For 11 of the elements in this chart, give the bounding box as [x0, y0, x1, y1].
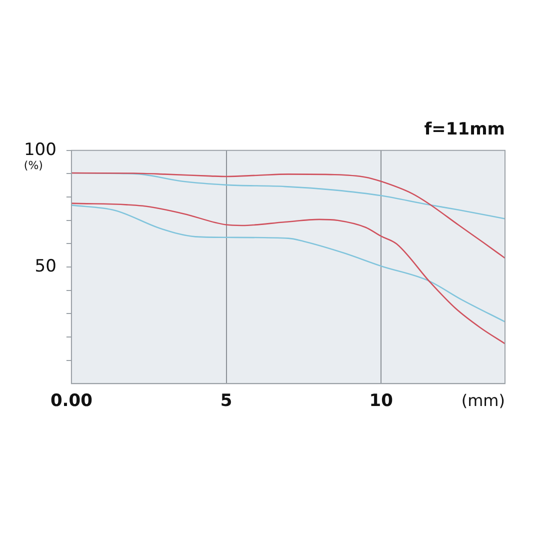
chart-title: f=11mm [424, 120, 505, 140]
line-series [71, 202, 505, 344]
x-tick-label: 0.00 [50, 391, 93, 412]
y-tick-label: 50 [34, 256, 56, 276]
x-tick-label: 5 [220, 391, 232, 412]
y-tick-label: 100 [24, 140, 56, 160]
y-axis-title: (%) [24, 158, 43, 172]
x-axis-title: (mm) [461, 390, 505, 410]
x-tick-label: 10 [369, 391, 394, 412]
line-series [71, 172, 505, 259]
line-series [71, 204, 505, 322]
